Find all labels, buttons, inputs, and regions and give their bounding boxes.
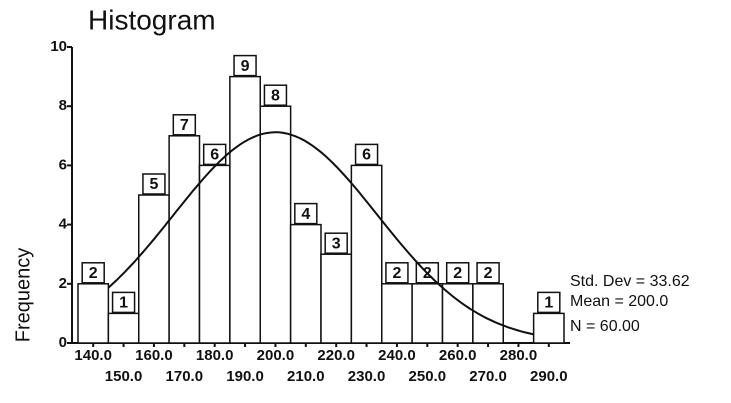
x-tick-label: 150.0 — [105, 368, 143, 385]
value-label-box — [111, 291, 136, 314]
value-label-box — [294, 202, 318, 225]
normal-curve — [107, 131, 534, 336]
x-tick-label: 230.0 — [348, 368, 386, 385]
value-label: 2 — [89, 265, 98, 282]
y-tick-label: 6 — [59, 156, 67, 173]
value-label: 2 — [392, 265, 401, 282]
x-tick-label: 260.0 — [439, 347, 477, 364]
value-label: 7 — [180, 117, 189, 134]
bar — [107, 312, 140, 344]
value-label-box — [263, 84, 288, 106]
x-tick-label: 170.0 — [166, 368, 204, 385]
x-tick-label: 180.0 — [196, 347, 234, 364]
bar — [289, 223, 322, 344]
value-label-box — [172, 114, 197, 136]
bar — [198, 164, 231, 344]
bar — [320, 253, 353, 344]
x-tick-label: 280.0 — [500, 347, 538, 364]
chart-title: Histogram — [88, 4, 216, 35]
value-label-box — [81, 262, 105, 284]
value-label-box — [476, 262, 500, 284]
value-label: 3 — [332, 235, 341, 252]
x-tick-label: 200.0 — [257, 347, 295, 364]
y-tick-label: 4 — [59, 216, 68, 233]
value-label-box — [233, 54, 257, 77]
x-tick-label: 270.0 — [469, 368, 507, 385]
x-tick-label: 220.0 — [317, 347, 355, 364]
value-label-box — [202, 143, 227, 166]
bar — [411, 283, 444, 344]
bar — [77, 283, 110, 344]
y-tick-label: 0 — [59, 334, 67, 351]
value-label: 9 — [241, 58, 250, 75]
bar — [532, 312, 565, 344]
value-label-box — [537, 291, 561, 314]
x-tick-label: 250.0 — [409, 368, 447, 385]
x-tick-label: 290.0 — [530, 368, 568, 385]
bar — [138, 194, 170, 344]
value-label: 4 — [301, 206, 310, 223]
value-label-box — [445, 262, 470, 284]
stat-label: Std. Dev = 33.62 — [570, 273, 690, 290]
value-label: 1 — [119, 295, 128, 312]
x-tick-label: 160.0 — [135, 347, 173, 364]
value-label: 2 — [484, 265, 493, 282]
value-label-box — [324, 232, 348, 254]
value-label: 1 — [544, 295, 553, 312]
y-tick-label: 8 — [59, 97, 67, 114]
x-tick-label: 140.0 — [74, 347, 112, 364]
value-label: 5 — [149, 176, 158, 193]
x-tick-label: 190.0 — [226, 368, 264, 385]
value-label-box — [385, 262, 409, 284]
y-tick-label: 2 — [59, 275, 67, 292]
value-label: 2 — [453, 265, 462, 282]
bar — [229, 75, 261, 344]
value-label-box — [142, 173, 166, 195]
y-axis-label: Frequency — [12, 248, 34, 343]
bar — [168, 135, 201, 344]
value-label-box — [354, 143, 379, 166]
bar — [350, 164, 383, 344]
stat-label: N = 60.00 — [570, 318, 640, 335]
value-label: 6 — [362, 147, 371, 164]
value-label: 8 — [271, 87, 280, 104]
y-tick-label: 10 — [50, 38, 67, 55]
x-tick-label: 240.0 — [378, 347, 416, 364]
stat-label: Mean = 200.0 — [570, 293, 668, 310]
x-tick-label: 210.0 — [287, 368, 325, 385]
bar — [381, 283, 413, 344]
value-label: 6 — [210, 147, 219, 164]
bar — [259, 105, 292, 344]
